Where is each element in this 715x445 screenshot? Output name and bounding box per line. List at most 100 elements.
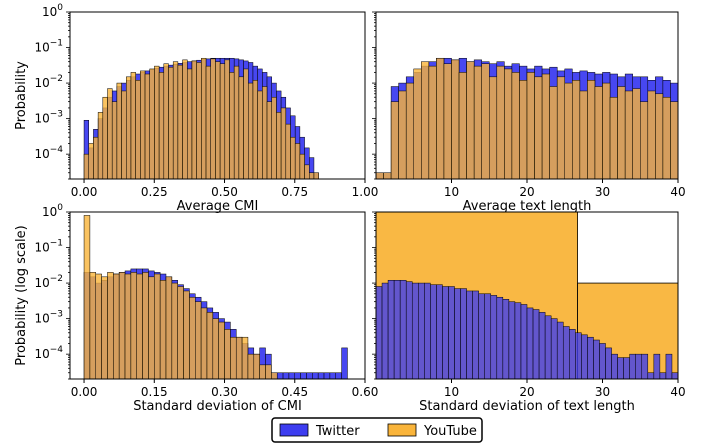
twitter-bar — [300, 372, 307, 379]
youtube-bar — [195, 301, 202, 379]
youtube-bar — [276, 112, 282, 179]
twitter-bar — [430, 284, 437, 379]
twitter-bar — [317, 372, 325, 379]
twitter-bar — [329, 372, 336, 379]
x-tick-label: 1.00 — [352, 185, 379, 199]
twitter-bar — [599, 343, 606, 379]
twitter-bar — [611, 353, 618, 379]
youtube-bar — [241, 336, 249, 379]
youtube-bar — [481, 63, 490, 179]
x-tick-label: 20 — [519, 385, 534, 399]
youtube-bar — [647, 90, 656, 179]
twitter-bar — [448, 286, 455, 379]
youtube-bar — [257, 90, 263, 179]
twitter-bar — [677, 353, 678, 379]
bars — [83, 57, 319, 179]
twitter-bar — [605, 347, 612, 379]
youtube-bar — [519, 80, 528, 179]
twitter-bar — [424, 282, 431, 379]
youtube-bar — [154, 65, 160, 179]
youtube-bar — [248, 82, 254, 179]
youtube-bar — [149, 68, 155, 179]
twitter-bar — [484, 293, 492, 379]
youtube-bar — [304, 164, 310, 179]
youtube-bar — [191, 60, 197, 179]
twitter-bar — [575, 332, 582, 379]
y-ticks: 10−4 10−3 10−2 10−1 100 — [34, 203, 70, 380]
youtube-bar — [587, 80, 596, 179]
youtube-bar — [266, 101, 272, 179]
youtube-bar — [290, 136, 296, 179]
x-axis-label: Standard deviation of CMI — [133, 399, 302, 414]
youtube-bar — [165, 276, 173, 379]
youtube-bar — [299, 153, 305, 179]
legend-box — [271, 417, 483, 443]
x-tick-label: 0.30 — [211, 385, 238, 399]
youtube-bar — [259, 364, 266, 379]
youtube-bar — [230, 336, 237, 379]
twitter-bar — [442, 286, 449, 379]
youtube-bar — [313, 172, 319, 179]
youtube-bar — [572, 80, 581, 179]
twitter-bar — [393, 280, 401, 379]
youtube-bar — [655, 93, 664, 179]
twitter-bar — [544, 315, 552, 379]
x-ticks: 0.00 0.25 0.50 0.75 1.00 — [71, 179, 379, 199]
twitter-bar — [659, 372, 667, 379]
youtube-bar — [97, 112, 104, 179]
twitter-bar — [490, 295, 498, 379]
youtube-bar — [534, 76, 543, 179]
youtube-bar — [233, 65, 240, 179]
x-tick-label: 0.15 — [141, 385, 168, 399]
youtube-bar — [88, 143, 94, 179]
twitter-bar — [702, 354, 708, 379]
twitter-bar — [312, 372, 319, 379]
youtube-bar — [136, 273, 143, 379]
twitter-bar — [387, 280, 395, 379]
youtube-bar — [142, 272, 149, 379]
twitter-bar — [405, 281, 413, 379]
youtube-bar — [473, 65, 482, 179]
twitter-bar — [617, 357, 624, 379]
youtube-bar — [632, 88, 641, 179]
x-tick-label: 0.60 — [352, 385, 379, 399]
youtube-bar — [111, 101, 118, 179]
youtube-bar — [436, 57, 445, 179]
twitter-bar — [671, 372, 678, 379]
youtube-bar — [177, 286, 184, 379]
twitter-bar — [690, 354, 696, 379]
youtube-bar — [189, 296, 196, 379]
twitter-bar — [508, 301, 516, 379]
youtube-bar — [594, 86, 603, 179]
youtube-bar — [579, 90, 588, 179]
youtube-bar — [238, 76, 244, 179]
twitter-bar — [514, 302, 522, 379]
x-ticks: 10 20 30 40 — [444, 379, 686, 399]
youtube-bar — [148, 276, 155, 379]
twitter-bar — [282, 372, 290, 379]
youtube-bar — [271, 96, 277, 179]
youtube-bar — [309, 172, 315, 179]
youtube-bar — [526, 72, 535, 179]
x-tick-label: 10 — [444, 185, 459, 199]
youtube-bar — [205, 65, 211, 179]
twitter-bar — [418, 282, 425, 379]
x-tick-label: 0.75 — [281, 185, 308, 199]
twitter-bar — [587, 336, 594, 379]
youtube-bar — [183, 290, 190, 379]
youtube-bar — [428, 65, 437, 179]
twitter-bar — [520, 304, 528, 379]
youtube-bar — [443, 63, 452, 179]
youtube-bar — [413, 68, 422, 179]
x-tick-label: 0.00 — [71, 385, 98, 399]
youtube-bar — [215, 61, 221, 179]
youtube-bar — [200, 307, 208, 379]
youtube-bar — [172, 61, 179, 179]
youtube-bar — [124, 273, 132, 379]
youtube-bar — [662, 96, 671, 179]
youtube-bar — [135, 80, 141, 179]
youtube-bar — [285, 123, 291, 179]
panel-average-text-length: 10 20 30 40 Average text length — [372, 11, 686, 214]
youtube-bar — [210, 58, 216, 179]
y-ticks — [372, 11, 376, 180]
